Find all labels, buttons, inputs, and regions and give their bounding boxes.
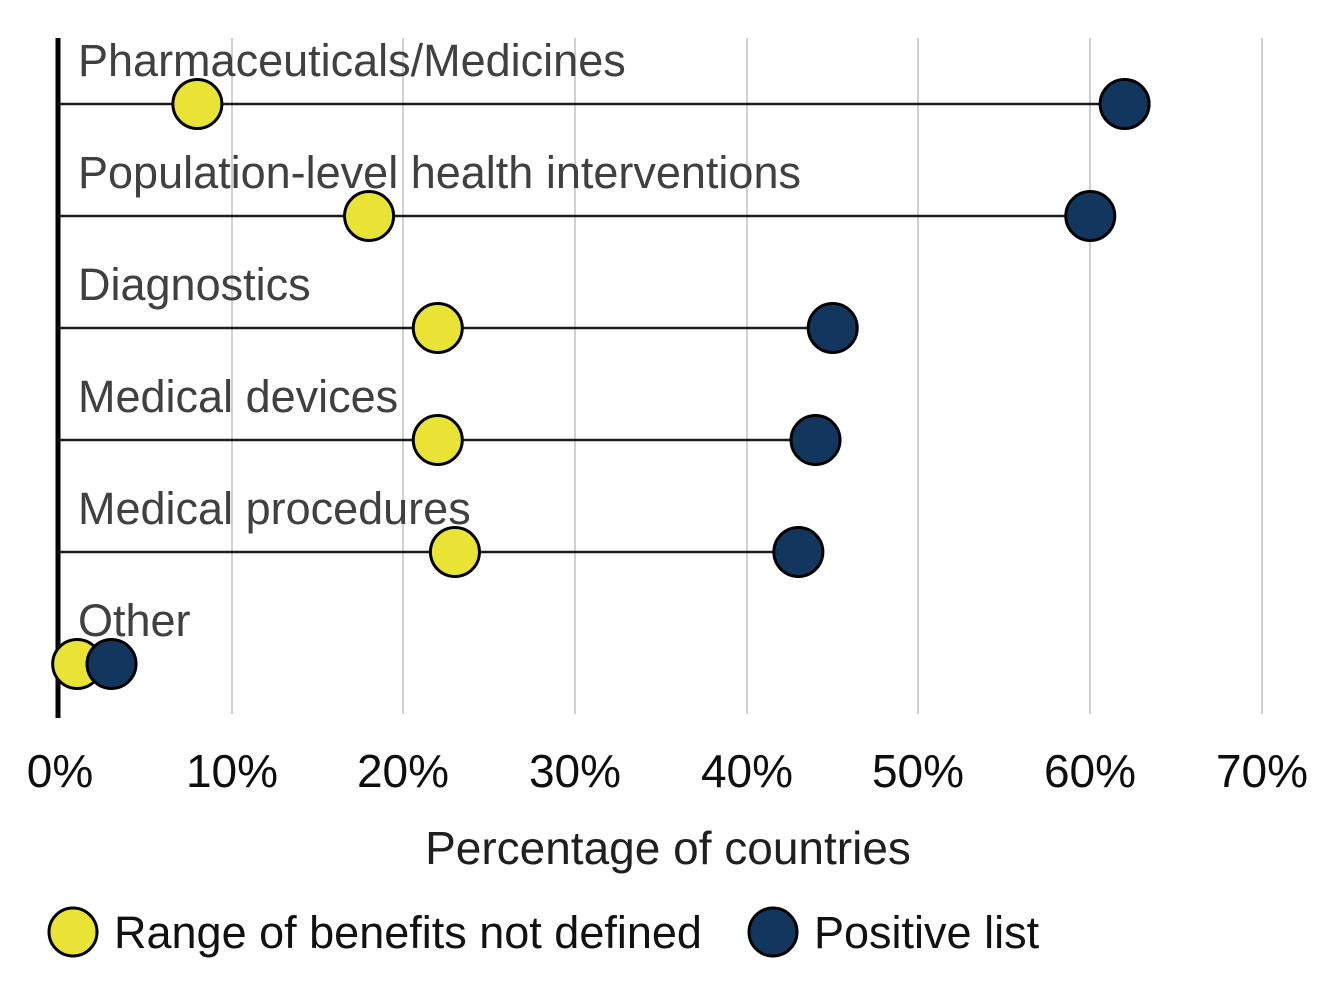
category-label: Other — [78, 595, 191, 646]
dot-positive-list — [1064, 190, 1117, 242]
dot-positive-list — [789, 414, 842, 466]
dot-positive-list — [772, 526, 825, 578]
gridlines — [231, 38, 1263, 714]
x-axis-title: Percentage of countries — [425, 822, 911, 874]
x-tick-label: 40% — [701, 745, 793, 797]
dot-range-not-defined — [411, 414, 464, 466]
x-tick-label: 50% — [872, 745, 964, 797]
chart-rows: Pharmaceuticals/Medicines Population-leve… — [51, 35, 1151, 690]
dot-range-not-defined — [343, 190, 396, 242]
x-tick-label: 10% — [186, 745, 278, 797]
legend-label-positive-list: Positive list — [814, 907, 1040, 958]
legend: Range of benefits not defined Positive l… — [47, 906, 1040, 958]
category-label: Diagnostics — [78, 259, 311, 310]
dot-range-not-defined — [411, 302, 464, 354]
dot-positive-list — [85, 638, 138, 690]
x-tick-label: 0% — [27, 745, 93, 797]
x-tick-label: 60% — [1044, 745, 1136, 797]
legend-swatch-not-defined — [47, 906, 99, 958]
x-tick-label: 30% — [529, 745, 621, 797]
category-label: Pharmaceuticals/Medicines — [78, 35, 626, 86]
dot-range-not-defined — [171, 78, 224, 130]
category-label: Medical procedures — [78, 483, 471, 534]
dot-positive-list — [806, 302, 859, 354]
dot-positive-list — [1098, 78, 1151, 130]
x-tick-label: 70% — [1216, 745, 1308, 797]
category-label: Medical devices — [78, 371, 398, 422]
category-label: Population-level health interventions — [78, 147, 801, 198]
legend-label-not-defined: Range of benefits not defined — [114, 907, 702, 958]
x-tick-label: 20% — [357, 745, 449, 797]
legend-swatch-positive-list — [747, 906, 799, 958]
x-axis-ticks: 0% 10% 20% 30% 40% 50% 60% 70% — [27, 745, 1308, 797]
dot-range-not-defined — [428, 526, 481, 578]
